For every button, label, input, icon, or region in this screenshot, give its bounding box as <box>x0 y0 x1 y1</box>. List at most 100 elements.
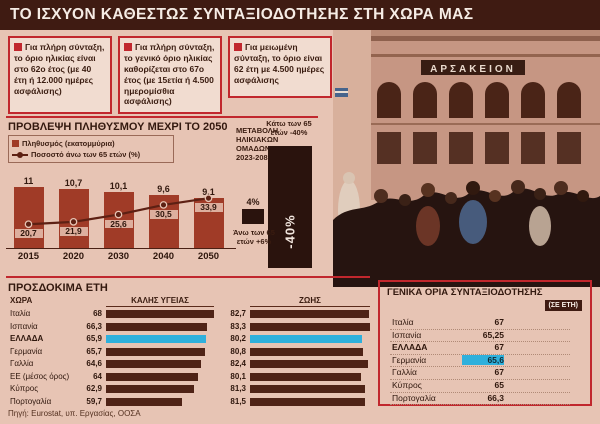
country-label: Κύπρος <box>392 380 422 390</box>
life-table-row: Γερμανία 65,7 80,8 <box>8 346 368 359</box>
info-box-text: Για πλήρη σύνταξη, το γενικό όριο ηλικία… <box>124 42 215 107</box>
life-table-row: Πορτογαλία 59,7 81,5 <box>8 396 368 409</box>
line-point-label: 20,7 <box>14 229 43 239</box>
country-label: Ιταλία <box>392 317 414 327</box>
photo-illustration: ΑΡΣΑΚΕΙΟΝ <box>319 30 600 294</box>
retirement-age-box: ΓΕΝΙΚΑ ΟΡΙΑ ΣΥΝΤΑΞΙΟΔΟΤΗΣΗΣ (ΣΕ ΕΤΗ) Ιτα… <box>378 280 592 406</box>
year-label: 2015 <box>17 251 40 262</box>
retirement-table-row: Γερμανία 65,6 <box>390 354 570 368</box>
retirement-table-row: Κύπρος 65 <box>390 379 570 393</box>
life-years-bar <box>250 385 365 393</box>
retirement-age-value: 65,6 <box>462 354 504 365</box>
country-label: Γαλλία <box>392 367 417 378</box>
life-years-value: 80,2 <box>230 334 246 343</box>
healthy-years-value: 65,7 <box>86 346 102 356</box>
section-divider <box>6 276 370 278</box>
population-bar <box>13 187 44 248</box>
year-label: 2020 <box>62 251 85 262</box>
over65-bar-value: 4% <box>246 197 260 207</box>
population-chart-title: ΠΡΟΒΛΕΨΗ ΠΛΗΘΥΣΜΟΥ ΜΕΧΡΙ ΤΟ 2050 <box>8 121 228 133</box>
healthy-years-bar <box>106 347 205 356</box>
retirement-age-value: 66,3 <box>487 392 504 403</box>
healthy-years-bar <box>106 372 198 381</box>
retirement-age-value: 67 <box>494 367 504 378</box>
life-table-row: Κύπρος 62,9 81,3 <box>8 383 368 396</box>
population-bar <box>58 189 89 248</box>
column-header-life-years: ΖΩΗΣ <box>250 296 370 307</box>
building-crowd-photo: ΑΡΣΑΚΕΙΟΝ <box>319 30 600 294</box>
info-box-full-pension-62: Για πλήρη σύνταξη, το όριο ηλικίας είναι… <box>8 36 112 114</box>
life-table-row: Γαλλία 64,6 82,4 <box>8 358 368 371</box>
healthy-years-bar <box>106 360 201 368</box>
age-change-title: ΜΕΤΑΒΟΛΗ ΗΛΙΚΙΑΚΩΝ ΟΜΑΔΩΝ 2023-2080 <box>236 126 279 162</box>
retirement-table-row: Γαλλία 67 <box>390 366 570 380</box>
population-bar-group: 10,1 2030 <box>96 162 141 262</box>
retirement-age-value: 65 <box>494 380 504 390</box>
life-years-value: 81,3 <box>230 384 246 393</box>
bar-value-label: 10,1 <box>109 181 128 191</box>
population-bar <box>148 195 179 248</box>
building-group: ΑΡΣΑΚΕΙΟΝ <box>335 30 600 200</box>
bar-value-label: 9,6 <box>157 184 170 194</box>
building-sign: ΑΡΣΑΚΕΙΟΝ <box>430 64 516 75</box>
line-series-legend-icon <box>12 151 28 158</box>
life-table-row: ΕΛΛΑΔΑ 65,9 80,2 <box>8 333 368 346</box>
legend-item-over65: Ποσοστό άνω των 65 ετών (%) <box>12 149 170 160</box>
healthy-years-value: 66,3 <box>86 321 102 331</box>
under65-label: Κάτω των 65 ετών -40% <box>266 119 312 137</box>
retirement-age-value: 67 <box>494 317 504 327</box>
retirement-age-value: 65,25 <box>482 329 504 340</box>
life-years-value: 80,1 <box>230 371 246 381</box>
info-box-reduced-pension: Για μειωμένη σύνταξη, το όριο είναι 62 έ… <box>228 36 332 98</box>
life-table-row: Ισπανία 66,3 83,3 <box>8 321 370 334</box>
healthy-years-value: 64 <box>93 371 102 381</box>
healthy-years-bar <box>106 397 182 406</box>
retirement-table-row: Ισπανία 65,25 <box>390 329 570 343</box>
under65-bar: -40% <box>268 146 312 268</box>
info-box-text: Για μειωμένη σύνταξη, το όριο είναι 62 έ… <box>234 42 325 85</box>
country-label: Πορτογαλία <box>392 392 436 403</box>
country-label: Γαλλία <box>10 359 34 368</box>
retirement-table-row: ΕΛΛΑΔΑ 67 <box>390 341 570 355</box>
under65-bar-value: -40% <box>282 214 298 249</box>
bullet-square-icon <box>14 43 22 51</box>
life-years-value: 82,4 <box>230 359 246 368</box>
column-header-country: ΧΩΡΑ <box>10 296 33 305</box>
life-years-value: 82,7 <box>230 309 246 318</box>
crowd-group <box>319 172 600 294</box>
life-table-row: ΕΕ (μέσος όρος) 64 80,1 <box>8 371 368 384</box>
life-years-bar <box>250 310 369 318</box>
info-box-text: Για πλήρη σύνταξη, το όριο ηλικίας είναι… <box>14 42 105 96</box>
over65-label: Άνω των 65 ετών +6% <box>233 228 275 246</box>
bar-value-label: 9,1 <box>202 187 215 197</box>
unit-badge: (ΣΕ ΕΤΗ) <box>544 300 582 311</box>
life-years-bar <box>250 347 363 356</box>
chart-legend: Πληθυσμός (εκατομμύρια) Ποσοστό άνω των … <box>8 135 174 163</box>
healthy-years-value: 64,6 <box>86 359 102 368</box>
life-years-bar <box>250 322 370 331</box>
line-point-label: 21,9 <box>59 226 88 236</box>
healthy-years-value: 68 <box>93 309 102 318</box>
line-point-label: 30,5 <box>149 209 178 219</box>
country-label: Ισπανία <box>392 329 422 340</box>
year-label: 2030 <box>107 251 130 262</box>
healthy-years-bar <box>106 385 194 393</box>
healthy-years-value: 59,7 <box>86 396 102 406</box>
healthy-years-bar <box>106 335 206 343</box>
retirement-table-title: ΓΕΝΙΚΑ ΟΡΙΑ ΣΥΝΤΑΞΙΟΔΟΤΗΣΗΣ <box>387 287 543 298</box>
population-bar-group: 9,6 2040 <box>141 162 186 262</box>
source-note: Πηγή: Eurostat, υπ. Εργασίας, ΟΟΣΑ <box>8 409 141 418</box>
population-chart: 11 2015 10,7 2020 10,1 2030 9,6 2040 9,1… <box>6 162 236 262</box>
life-years-value: 80,8 <box>230 346 246 356</box>
retirement-table-row: Πορτογαλία 66,3 <box>390 392 570 406</box>
info-box-full-pension-67: Για πλήρη σύνταξη, το γενικό όριο ηλικία… <box>118 36 222 114</box>
country-label: Πορτογαλία <box>10 396 52 406</box>
legend-label: Ποσοστό άνω των 65 ετών (%) <box>31 150 141 159</box>
life-years-bar <box>250 397 365 406</box>
country-label: ΕΛΛΑΔΑ <box>392 342 428 353</box>
life-years-value: 81,5 <box>230 396 246 406</box>
column-header-healthy-years: ΚΑΛΗΣ ΥΓΕΙΑΣ <box>106 296 214 307</box>
country-label: ΕΕ (μέσος όρος) <box>10 371 70 381</box>
year-label: 2040 <box>152 251 175 262</box>
healthy-years-bar <box>106 322 207 331</box>
